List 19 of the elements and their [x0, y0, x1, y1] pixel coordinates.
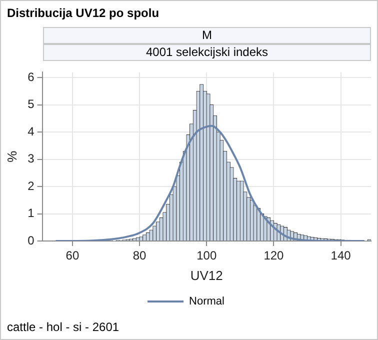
chart-subtitle: M [43, 27, 371, 44]
chart-title: Distribucija UV12 po spolu [7, 6, 160, 20]
x-axis-title: UV12 [190, 268, 223, 283]
y-tick-label: 2 [28, 178, 35, 193]
text: 4001 selekcijski indeks [43, 44, 371, 61]
legend-label: Normal [189, 296, 224, 308]
x-tick-label: 120 [264, 248, 284, 263]
y-tick-label: 5 [28, 97, 35, 112]
y-tick-label: 0 [28, 233, 35, 248]
x-tick-label: 60 [66, 248, 80, 263]
x-tick-label: 100 [196, 248, 217, 263]
y-tick-label: 6 [28, 70, 35, 84]
y-axis-title: % [4, 150, 20, 162]
y-tick-label: 3 [28, 152, 35, 166]
y-tick-label: 1 [28, 206, 35, 220]
text: cattle - hol - si - 2601 [7, 320, 120, 334]
y-tick-label: 4 [28, 124, 35, 138]
x-tick-label: 140 [330, 248, 352, 263]
x-tick-label: 80 [132, 248, 147, 263]
